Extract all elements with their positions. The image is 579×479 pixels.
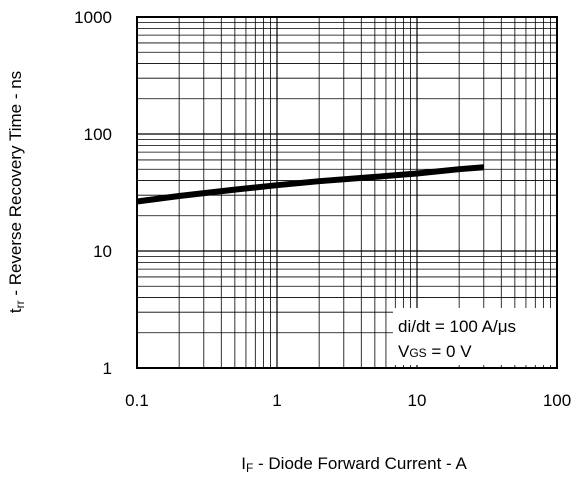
annotation-box: di/dt = 100 A/μs VGS = 0 V: [393, 308, 556, 365]
x-tick-label: 1: [272, 391, 281, 410]
y-axis-label: trr - Reverse Recovery Time - ns: [6, 71, 27, 313]
annotation-didt: di/dt = 100 A/μs: [398, 317, 516, 336]
annotation-background: [393, 308, 556, 365]
y-tick-label: 1: [103, 359, 112, 378]
x-tick-label: 10: [408, 391, 427, 410]
plot-frame: [136, 16, 558, 369]
y-tick-label: 1000: [74, 8, 112, 27]
x-tick-label: 0.1: [125, 391, 149, 410]
series-layer: [136, 164, 485, 205]
series-line-0: [136, 164, 485, 205]
y-tick-label: 10: [93, 242, 112, 261]
annotation-vgs: VGS = 0 V: [398, 342, 472, 361]
x-axis-label: IF - Diode Forward Current - A: [241, 454, 467, 475]
x-tick-labels: 0.1 1 10 100: [125, 391, 571, 410]
y-tick-label: 100: [84, 125, 112, 144]
x-tick-label: 100: [543, 391, 571, 410]
y-tick-labels: 1 10 100 1000: [74, 8, 112, 378]
